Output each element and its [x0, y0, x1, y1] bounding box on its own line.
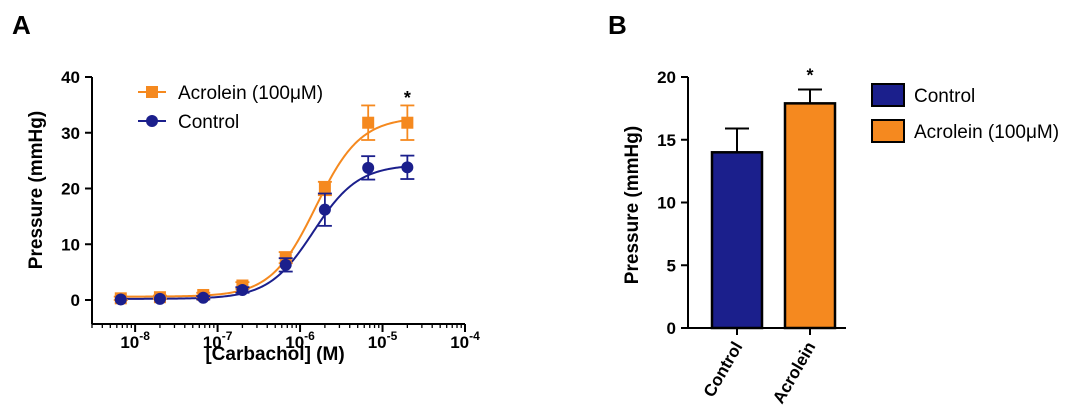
data-point-control [279, 258, 292, 271]
panel-letter-a: A [12, 10, 31, 40]
legend-marker-control [146, 115, 158, 127]
chart-b-y-axis-label: Pressure (mmHg) [622, 126, 643, 284]
significance-star-b: * [806, 66, 813, 86]
significance-star-a: * [404, 88, 411, 108]
chart-a-x-tick-label: 10-7 [203, 329, 233, 352]
data-point-acrolein [318, 182, 331, 195]
data-point-control [401, 161, 414, 174]
data-point-control [114, 293, 127, 306]
chart-a-x-tick-label: 10-6 [285, 329, 315, 352]
chart-b-y-tick-label: 15 [657, 131, 676, 150]
data-point-control [362, 161, 375, 174]
chart-a-x-tick-label: 10-4 [450, 329, 480, 352]
data-point-control [197, 291, 210, 304]
chart-b-x-tick-label-control: Control [700, 339, 747, 401]
bar-acrolein [783, 102, 837, 330]
chart-a-y-tick-label: 10 [61, 235, 80, 254]
chart-a-y-tick-label: 30 [61, 124, 80, 143]
data-point-acrolein [362, 116, 375, 129]
chart-a-y-tick-label: 20 [61, 180, 80, 199]
chart-a-x-tick-label: 10-5 [368, 329, 398, 352]
data-point-acrolein [401, 116, 414, 129]
bar-chart: Pressure (mmHg) 0 5 10 15 20 Control Acrolein *… [622, 66, 1059, 407]
data-point-control [236, 283, 249, 296]
chart-a-y-axis-label: Pressure (mmHg) [26, 111, 47, 269]
legend-marker-acrolein [146, 86, 158, 98]
data-point-control [153, 292, 166, 305]
legend-swatch-acrolein [871, 119, 905, 143]
legend-label-acrolein: Acrolein (100μM) [178, 83, 323, 104]
panel-letter-b: B [608, 10, 627, 40]
dose-response-chart: Pressure (mmHg) [Carbachol] (M) 0 10 20 30 4… [26, 68, 480, 365]
fit-curve-control [116, 165, 411, 300]
legend-label-acrolein: Acrolein (100μM) [914, 122, 1059, 143]
legend-label-control: Control [178, 112, 239, 133]
chart-b-y-tick-label: 10 [657, 194, 676, 213]
chart-b-y-tick-label: 0 [667, 319, 676, 338]
chart-b-y-tick-label: 20 [657, 68, 676, 87]
data-point-control [318, 203, 331, 216]
fit-curve-acrolein [116, 118, 411, 298]
chart-a-y-tick-label: 40 [61, 68, 80, 87]
chart-b-x-tick-label-acrolein: Acrolein [769, 339, 819, 407]
legend-swatch-control [871, 83, 905, 107]
legend-label-control: Control [914, 86, 975, 107]
chart-b-y-tick-label: 5 [667, 256, 676, 275]
chart-a-x-axis-label: [Carbachol] (M) [205, 344, 344, 365]
chart-a-y-tick-label: 0 [71, 291, 80, 310]
chart-a-x-tick-label: 10-8 [120, 329, 150, 352]
bar-control [710, 151, 764, 330]
